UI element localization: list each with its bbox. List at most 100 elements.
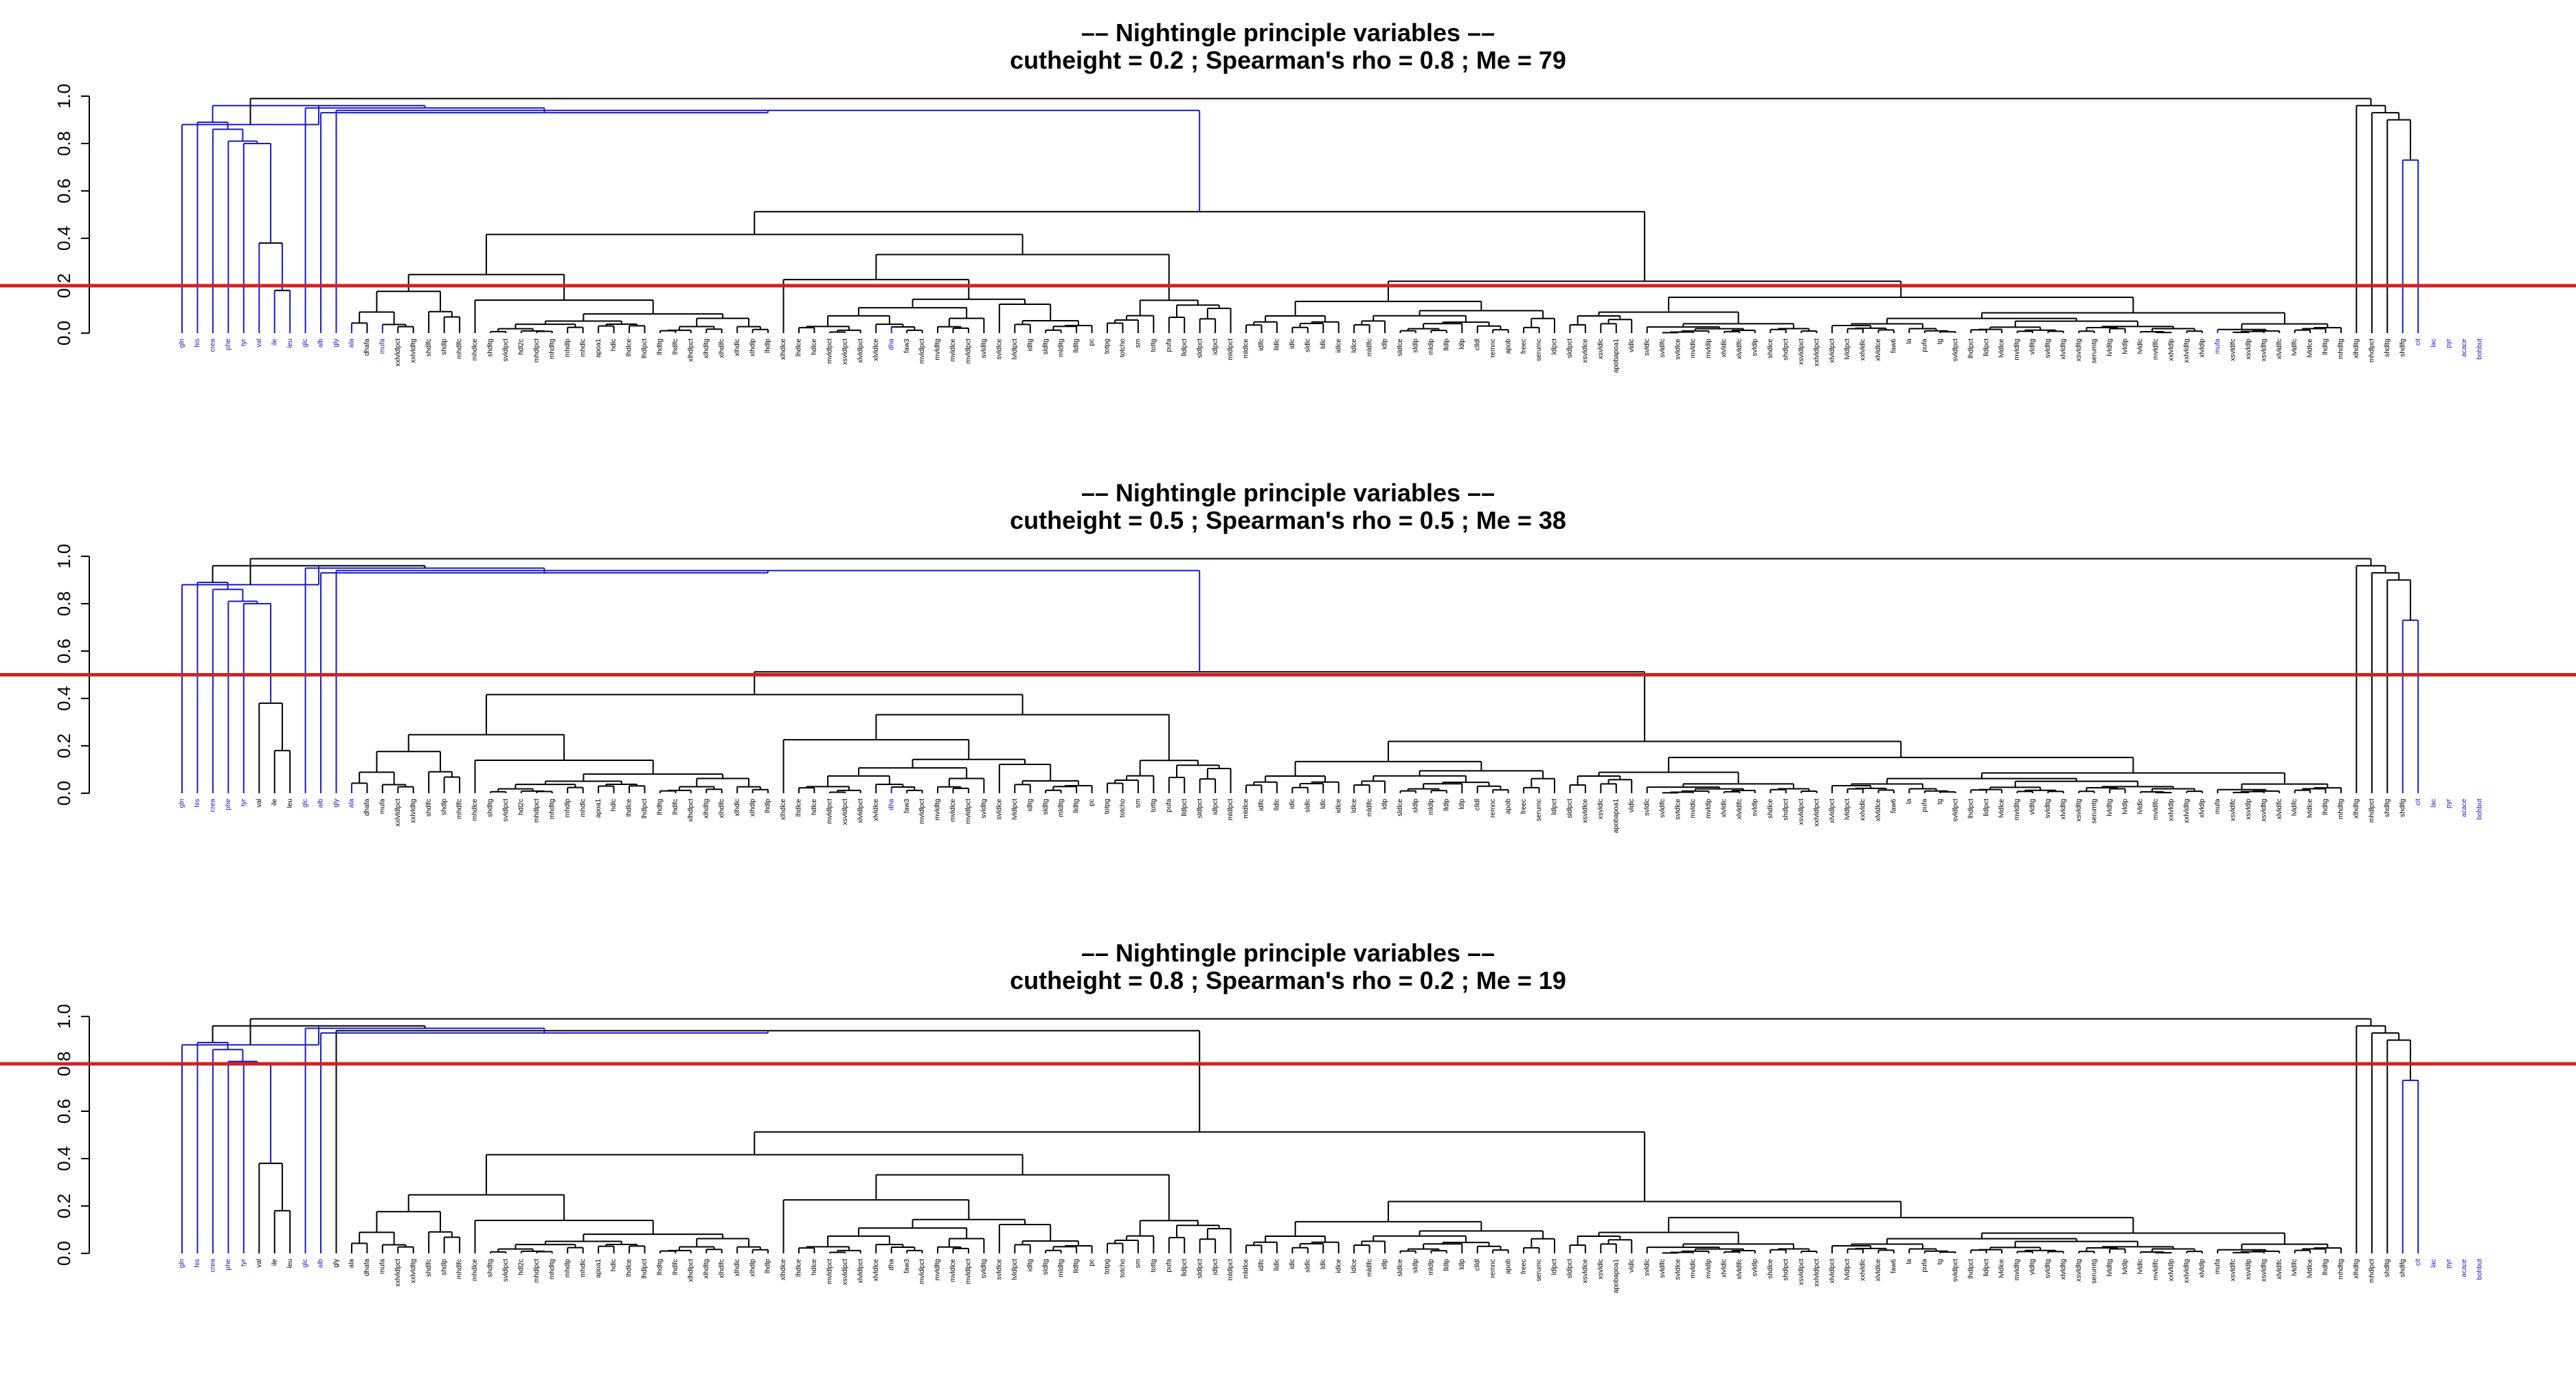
leaf-label: alb: [317, 799, 325, 808]
leaf-label: mhdlpct: [533, 1259, 541, 1283]
leaf-label: his: [194, 339, 201, 348]
leaf-label: idlp: [1381, 799, 1389, 810]
leaf-label: serumtg: [2090, 1259, 2098, 1284]
y-tick-label: 0.8: [54, 591, 74, 616]
leaf-label: pufa: [1921, 339, 1928, 352]
leaf-label: lldlpct: [1982, 1259, 1990, 1277]
dendrogram-panel-2: –– Nightingle principle variables ––cuth…: [0, 479, 2576, 833]
leaf-label: shdltg: [2384, 339, 2391, 357]
leaf-label: lvldlce: [1998, 1259, 2006, 1278]
leaf-label: mvldltg: [934, 799, 942, 821]
leaf-label: remnc: [1489, 799, 1497, 818]
leaf-label: mvldlp: [1705, 799, 1713, 819]
leaf-label: mhdlp: [564, 799, 572, 818]
leaf-label: ile: [271, 1259, 278, 1266]
leaf-label: ldlce: [1351, 1259, 1358, 1273]
leaf-label: mvldlpct: [965, 1259, 973, 1284]
leaf-label: ldlpct: [1551, 799, 1559, 815]
leaf-label: xlhdlc: [734, 799, 741, 817]
leaf-label: xxlvldltg: [2183, 339, 2191, 363]
leaf-label: svldltg: [2044, 799, 2052, 818]
leaf-label: shdlfc: [425, 799, 433, 817]
leaf-label: xlvldlce: [872, 1259, 880, 1282]
leaf-label: bohbut: [2476, 799, 2484, 820]
leaf-label: lldlpct: [1181, 799, 1188, 817]
leaf-label: faw6: [1890, 339, 1898, 354]
leaf-label: idlfc: [1258, 799, 1265, 811]
leaf-label: lhdlpct: [641, 799, 648, 819]
leaf-label: dhafa: [363, 339, 371, 356]
leaf-label: idlc: [1289, 799, 1296, 809]
leaf-label: lldlpct: [1982, 339, 1990, 356]
leaf-label: tg: [1936, 1259, 1944, 1264]
leaf-label: shdlfg: [2399, 799, 2406, 817]
leaf-label: xlhdlpct: [687, 799, 694, 822]
leaf-label: mhdlp: [564, 1259, 572, 1278]
leaf-label: mhdlce: [471, 799, 479, 821]
leaf-label: svldlc: [1643, 799, 1651, 816]
leaf-label: glc: [302, 1259, 309, 1268]
leaf-label: sldltg: [1042, 799, 1050, 815]
leaf-label: lvldlce: [2307, 799, 2314, 818]
leaf-label: svldlce: [995, 1259, 1003, 1280]
leaf-label: mvldlpct: [918, 799, 926, 824]
leaf-label: ldlp: [1458, 1259, 1466, 1270]
leaf-label: tg: [1936, 799, 1944, 804]
leaf-label: xlhdlc: [734, 1259, 741, 1277]
leaf-label: xlhdlp: [749, 799, 756, 817]
leaf-label: lhdlpct: [1967, 1259, 1975, 1279]
leaf-label: mufa: [2214, 799, 2222, 815]
y-tick-label: 0.2: [54, 1194, 74, 1218]
leaf-label: mhdlp: [564, 339, 572, 358]
leaf-label: xlhdlfc: [718, 339, 725, 358]
leaf-label: cit: [2415, 799, 2422, 806]
leaf-label: mhdlc: [579, 799, 587, 817]
leaf-label: lvldlce: [2307, 339, 2314, 358]
y-tick-label: 0.0: [54, 1241, 74, 1266]
leaf-label: mldlpct: [1227, 339, 1234, 361]
leaf-label: ala: [348, 1259, 356, 1268]
leaf-label: mufa: [379, 1259, 386, 1275]
leaf-label: apob: [1504, 1259, 1512, 1275]
leaf-label: shdltg: [487, 339, 495, 357]
leaf-label: mufa: [379, 339, 386, 354]
leaf-label: svldlpct: [502, 339, 510, 362]
leaf-label: mvldlpct: [826, 1259, 834, 1284]
leaf-label: pufa: [1165, 1259, 1173, 1273]
leaf-label: tyr: [240, 798, 247, 806]
leaf-label: freec: [1520, 339, 1528, 354]
leaf-label: xlhdlpct: [687, 1259, 694, 1282]
leaf-label: tg: [1936, 339, 1944, 344]
leaf-label: xlvldltg: [2059, 1259, 2067, 1280]
leaf-label: serumtg: [2090, 799, 2098, 823]
leaf-label: xlvldlp: [2199, 1259, 2206, 1278]
leaf-label: mldltg: [1057, 799, 1065, 817]
leaf-label: mhdlce: [471, 339, 479, 361]
leaf-label: mvldlce: [949, 1259, 957, 1282]
leaf-label: lvldlpct: [1011, 799, 1019, 820]
leaf-label: idlfc: [1258, 339, 1265, 351]
leaf-label: hdl2c: [518, 339, 526, 355]
leaf-label: mvldlp: [1705, 339, 1713, 359]
leaf-label: mldlp: [1427, 1259, 1435, 1275]
leaf-label: lvldlp: [2121, 339, 2129, 354]
leaf-label: mldlfc: [1366, 339, 1373, 356]
leaf-label: xlvldlce: [872, 339, 880, 361]
leaf-label: sldlc: [1304, 339, 1311, 352]
leaf-label: xsvldlfc: [2229, 799, 2237, 821]
leaf-label: pufa: [1921, 1259, 1928, 1273]
leaf-label: mvldltg: [2013, 799, 2021, 821]
leaf-label: xlhdltg: [2353, 339, 2360, 359]
leaf-label: xsvldlp: [2245, 339, 2252, 360]
leaf-label: lhdltg: [2322, 799, 2329, 815]
leaf-label: shdlpct: [1782, 799, 1789, 821]
leaf-label: dhafa: [363, 799, 371, 816]
leaf-label: gly: [332, 1259, 340, 1268]
leaf-label: sldlc: [1304, 799, 1311, 812]
leaf-label: totpg: [1104, 1259, 1111, 1274]
leaf-label: svldlpct: [1952, 1259, 1959, 1282]
leaf-label: phe: [225, 799, 232, 810]
leaf-label: shdltg: [487, 799, 495, 817]
leaf-label: idlce: [1335, 799, 1342, 813]
leaf-label: ldlc: [1320, 339, 1327, 349]
